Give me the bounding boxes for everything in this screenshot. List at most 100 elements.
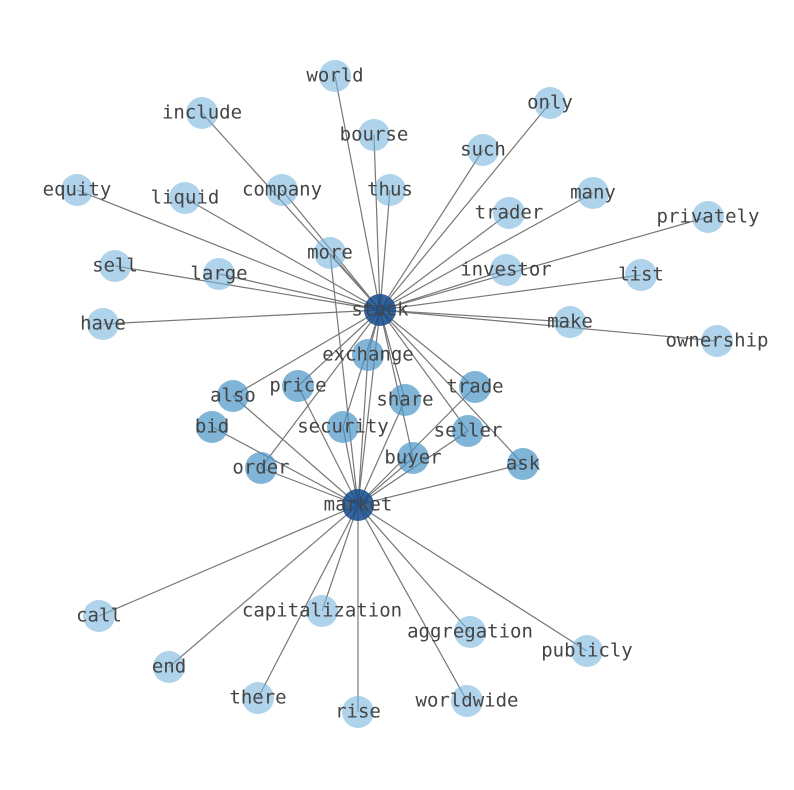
edge [334,75,381,311]
edge [114,265,381,311]
nodes [61,60,733,728]
node [493,197,525,229]
node-label: include [162,102,242,124]
node [534,87,566,119]
edge [379,189,391,311]
node-label: price [269,375,326,397]
node-label: make [547,311,593,333]
edge [297,385,359,506]
edge [232,395,359,506]
edge [102,309,381,325]
edge [260,467,359,506]
node [266,174,298,206]
node [242,682,274,714]
node-label: also [210,385,256,407]
node [364,294,396,326]
node-label: more [307,242,353,264]
node [389,384,421,416]
node-label: call [76,605,122,627]
node-label: bid [195,416,229,438]
edge [76,189,381,311]
node [490,254,522,286]
node [374,174,406,206]
node [701,325,733,357]
node [625,259,657,291]
node [467,134,499,166]
edge [232,309,381,397]
node [186,97,218,129]
node [83,600,115,632]
edge [379,309,469,432]
edge [211,426,359,506]
node [203,258,235,290]
edge [379,309,571,323]
node-label: privately [657,206,760,228]
edge [357,504,471,633]
node [459,371,491,403]
edge [379,309,718,342]
node-label: share [376,389,433,411]
edge [329,252,359,506]
edge [379,192,594,311]
edge [379,274,642,311]
node-label: many [570,182,616,204]
node-label: there [229,687,286,709]
edge [357,354,369,506]
node [217,380,249,412]
edge [357,504,588,652]
node [397,442,429,474]
node-label: equity [43,179,112,201]
node [577,177,609,209]
node-label: trader [475,202,544,224]
edge [260,309,381,469]
node-label: bourse [340,124,409,146]
edge [379,149,484,311]
edge [379,102,551,311]
edge [184,197,381,311]
node [327,411,359,443]
node-label: publicly [541,640,633,662]
node-label: security [297,416,389,438]
node-label: liquid [151,187,220,209]
node-label: investor [460,259,552,281]
node [87,308,119,340]
node-label: only [527,92,573,114]
node [451,685,483,717]
edge [373,134,381,311]
node [358,119,390,151]
node-label: ask [506,453,541,475]
node-label: list [618,264,664,286]
edge [357,463,524,506]
node [692,201,724,233]
node-label: world [306,65,363,87]
node [306,595,338,627]
node-label: rise [335,701,381,723]
edge [201,112,381,311]
node [554,306,586,338]
node-label: ownership [666,330,769,352]
edge [168,504,359,668]
node-label: end [152,656,186,678]
edge [379,212,510,311]
node [342,489,374,521]
node-label: trade [446,376,503,398]
node [99,250,131,282]
node-label: worldwide [416,690,519,712]
node [319,60,351,92]
node [342,696,374,728]
node [196,411,228,443]
edge [379,309,476,388]
edge [357,504,468,702]
node [314,237,346,269]
node [507,448,539,480]
node-label: stock [351,299,409,321]
node [169,182,201,214]
node-label: thus [367,179,413,201]
edge [379,309,524,465]
edge [297,309,381,387]
edge [321,504,359,612]
node-label: such [460,139,506,161]
node-label: sell [92,255,138,277]
labels: stock market world include bourse only such thu… [43,65,769,723]
